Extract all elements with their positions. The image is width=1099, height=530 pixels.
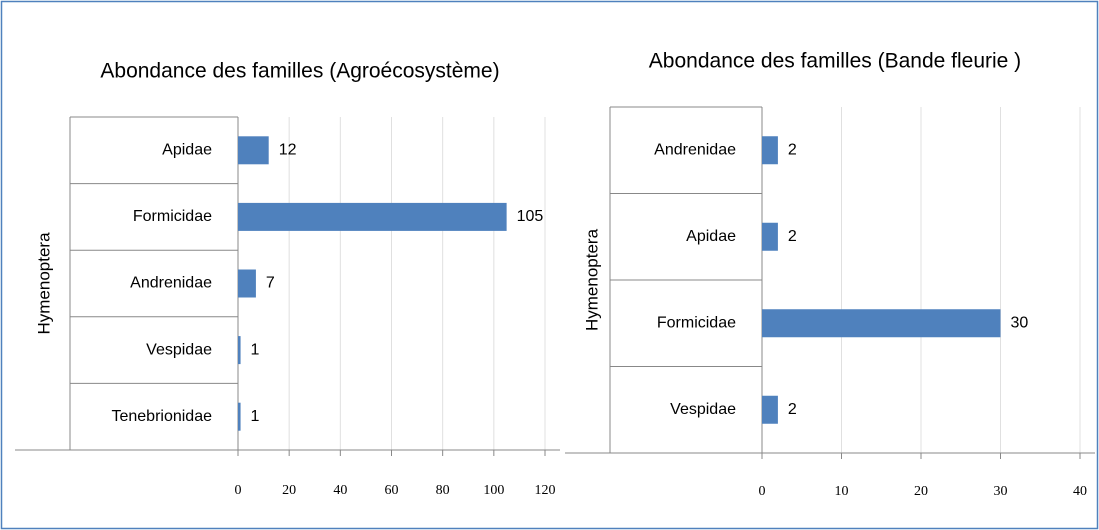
x-tick-label: 120 [535,483,556,498]
data-label: 12 [279,142,297,159]
x-tick-label: 60 [385,483,399,498]
data-label: 1 [251,408,260,425]
data-label: 2 [788,401,797,418]
group-label: Hymenoptera [582,228,601,331]
x-tick-label: 20 [282,483,296,498]
group-label: Hymenoptera [34,232,53,335]
x-tick-label: 80 [436,483,450,498]
data-label: 1 [251,341,260,358]
bar [762,222,778,251]
x-tick-label: 100 [483,483,504,498]
data-label: 2 [788,141,797,158]
category-label: Andrenidae [130,275,212,292]
x-tick-label: 20 [914,484,928,499]
bar [238,136,269,165]
x-tick-label: 40 [1073,484,1087,499]
bar [238,336,241,365]
category-label: Apidae [162,142,212,159]
bar [238,402,241,431]
bar [762,309,1001,338]
category-label: Formicidae [133,208,212,225]
category-label: Vespidae [146,341,212,358]
data-label: 30 [1011,314,1029,331]
bar [762,136,778,165]
data-label: 2 [788,228,797,245]
chart-title: Abondance des familles (Agroécosystème) [100,60,499,83]
bar [762,395,778,424]
data-label: 105 [517,208,544,225]
bar [238,202,507,231]
x-tick-label: 0 [759,484,766,499]
category-label: Andrenidae [654,141,736,158]
category-label: Apidae [686,228,736,245]
category-label: Formicidae [657,314,736,331]
data-label: 7 [266,275,275,292]
x-tick-label: 0 [235,483,242,498]
x-tick-label: 30 [994,484,1008,499]
chart-title: Abondance des familles (Bande fleurie ) [649,50,1021,73]
bar [238,269,256,298]
x-tick-label: 10 [835,484,849,499]
category-label: Tenebrionidae [111,408,212,425]
x-tick-label: 40 [333,483,347,498]
category-label: Vespidae [670,401,736,418]
